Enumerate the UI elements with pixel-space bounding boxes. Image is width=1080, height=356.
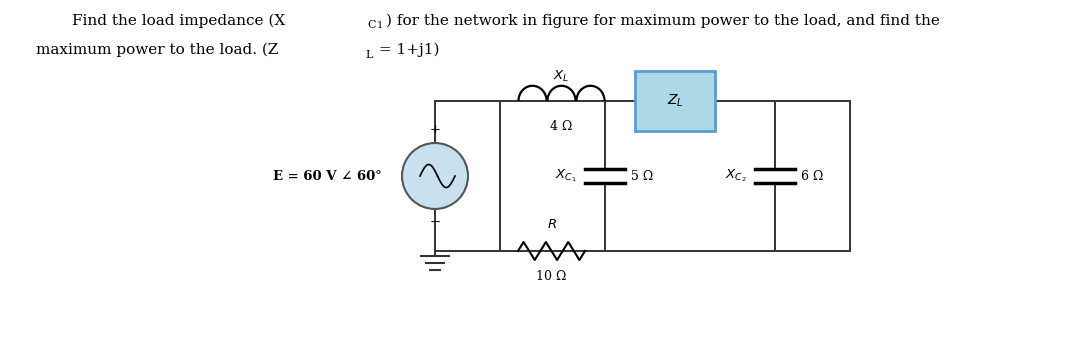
Text: L: L <box>365 49 373 59</box>
Text: C: C <box>367 21 376 31</box>
Text: +: + <box>430 123 441 136</box>
Text: 4 Ω: 4 Ω <box>551 120 572 133</box>
Text: 6 Ω: 6 Ω <box>801 169 823 183</box>
Text: E = 60 V ∠ 60°: E = 60 V ∠ 60° <box>273 169 381 183</box>
Text: $X_{C_1}$: $X_{C_1}$ <box>555 168 577 184</box>
Text: $X_{C_2}$: $X_{C_2}$ <box>726 168 747 184</box>
Text: $Z_L$: $Z_L$ <box>666 93 684 109</box>
Text: Find the load impedance (X: Find the load impedance (X <box>72 14 285 28</box>
Text: = 1+j1): = 1+j1) <box>374 43 440 57</box>
Text: 1: 1 <box>377 21 383 30</box>
Text: 10 Ω: 10 Ω <box>537 270 567 283</box>
Circle shape <box>402 143 468 209</box>
Text: 5 Ω: 5 Ω <box>631 169 653 183</box>
Text: maximum power to the load. (Z: maximum power to the load. (Z <box>36 43 279 57</box>
Text: −: − <box>430 216 441 229</box>
Text: $R$: $R$ <box>546 218 556 231</box>
Text: $X_L$: $X_L$ <box>553 69 569 84</box>
FancyBboxPatch shape <box>635 71 715 131</box>
Text: ) for the network in figure for maximum power to the load, and find the: ) for the network in figure for maximum … <box>386 14 940 28</box>
